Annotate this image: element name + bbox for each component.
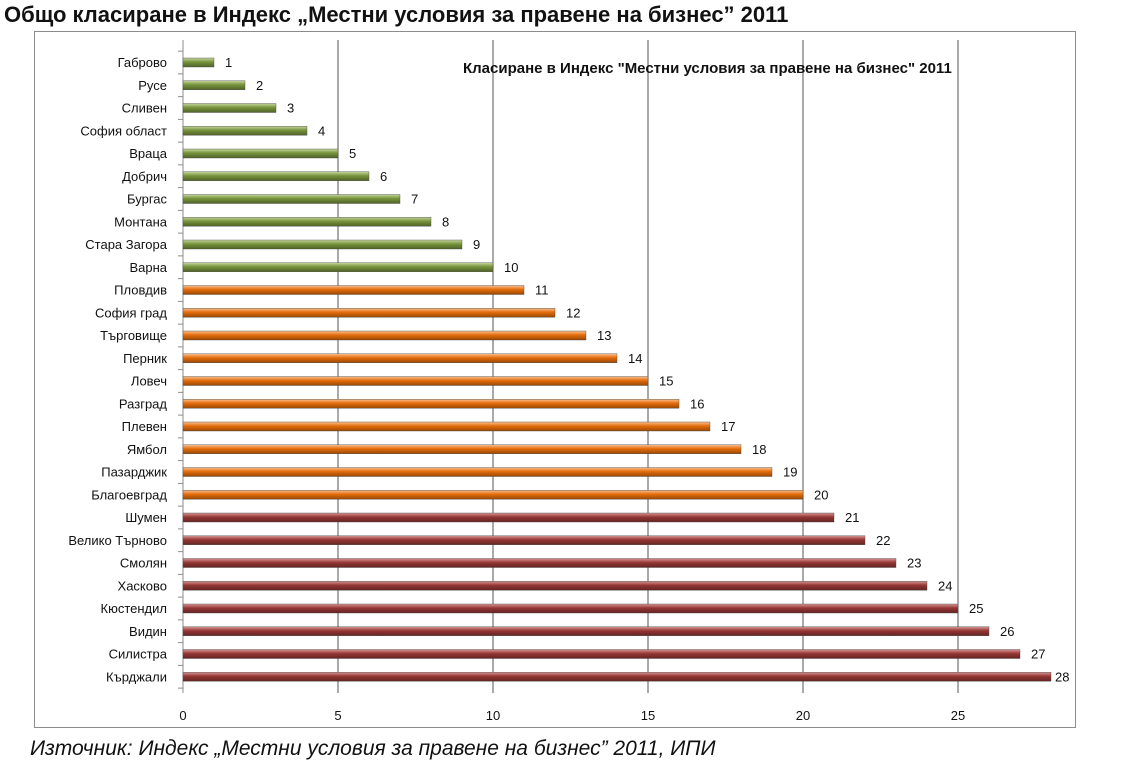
value-label: 7 <box>411 192 418 207</box>
value-label: 14 <box>628 351 642 366</box>
bar <box>182 535 866 545</box>
x-tick-label: 10 <box>486 708 500 723</box>
source-note: Източник: Индекс „Местни условия за прав… <box>30 737 716 760</box>
value-label: 19 <box>783 465 797 480</box>
bar <box>182 626 990 636</box>
bar <box>182 558 897 568</box>
bar <box>182 376 649 386</box>
value-label: 24 <box>938 578 952 593</box>
value-label: 9 <box>473 237 480 252</box>
x-tick-label: 15 <box>641 708 655 723</box>
bar <box>182 239 463 250</box>
bar <box>182 603 959 614</box>
category-label: Ловеч <box>131 374 167 389</box>
category-label: Хасково <box>118 578 167 593</box>
category-label: Силистра <box>109 647 168 662</box>
value-label: 12 <box>566 305 580 320</box>
value-label: 8 <box>442 214 449 229</box>
category-label: Добрич <box>122 169 167 184</box>
bar <box>182 399 680 409</box>
bar <box>182 444 742 454</box>
value-label: 1 <box>225 55 232 70</box>
value-label: 21 <box>845 510 859 525</box>
category-label: Разград <box>119 396 167 411</box>
category-label: София град <box>95 305 167 320</box>
bar <box>182 80 246 90</box>
bar <box>182 467 773 477</box>
page-heading: Общо класиране в Индекс „Местни условия … <box>4 2 789 27</box>
bar <box>182 330 587 341</box>
value-label: 18 <box>752 442 766 457</box>
value-label: 25 <box>969 601 983 616</box>
category-label: Кюстендил <box>101 601 167 616</box>
bar <box>182 194 401 204</box>
value-label: 28 <box>1055 669 1069 684</box>
value-label: 16 <box>690 396 704 411</box>
value-label: 4 <box>318 123 325 138</box>
category-label: Кърджали <box>106 669 167 684</box>
value-label: 6 <box>380 169 387 184</box>
value-label: 13 <box>597 328 611 343</box>
x-tick-label: 25 <box>951 708 965 723</box>
bar <box>182 581 928 591</box>
value-label: 10 <box>504 260 518 275</box>
bar <box>182 262 494 272</box>
category-label: Смолян <box>120 556 167 571</box>
value-label: 5 <box>349 146 356 161</box>
x-tick-label: 5 <box>334 708 341 723</box>
bar <box>182 672 1052 682</box>
bar <box>182 353 618 363</box>
bar <box>182 490 804 500</box>
grid-lines <box>178 40 959 693</box>
value-label: 20 <box>814 487 828 502</box>
bar <box>182 421 711 432</box>
category-label: Варна <box>129 260 167 275</box>
category-label: Видин <box>129 624 167 639</box>
category-label: Перник <box>123 351 167 366</box>
category-label: Велико Търново <box>68 533 167 548</box>
category-label: Пазарджик <box>101 465 167 480</box>
bar <box>182 103 277 113</box>
value-label: 15 <box>659 374 673 389</box>
category-label: София област <box>80 123 167 138</box>
category-label: Враца <box>129 146 168 161</box>
category-label: Пловдив <box>114 283 167 298</box>
bar <box>182 649 1021 659</box>
bar <box>182 512 835 523</box>
category-label: Монтана <box>114 214 168 229</box>
bar <box>182 217 432 227</box>
value-label: 17 <box>721 419 735 434</box>
bar <box>182 126 308 136</box>
category-label: Сливен <box>122 101 167 116</box>
category-label: Шумен <box>125 510 167 525</box>
value-label: 11 <box>535 283 549 298</box>
category-label: Ямбол <box>127 442 167 457</box>
bar <box>182 148 339 159</box>
value-label: 3 <box>287 101 294 116</box>
x-tick-label: 0 <box>179 708 186 723</box>
category-label: Търговище <box>100 328 167 343</box>
bar <box>182 171 370 181</box>
category-label: Плевен <box>122 419 167 434</box>
chart-title: Класиране в Индекс "Местни условия за пр… <box>463 60 952 77</box>
value-label: 2 <box>256 78 263 93</box>
category-label: Стара Загора <box>85 237 167 252</box>
category-label: Бургас <box>127 192 168 207</box>
bar <box>182 57 215 68</box>
category-label: Габрово <box>118 55 167 70</box>
x-tick-label: 20 <box>796 708 810 723</box>
bar <box>182 308 556 318</box>
bars <box>182 57 1052 682</box>
bar <box>182 285 525 295</box>
value-label: 26 <box>1000 624 1014 639</box>
value-label: 22 <box>876 533 890 548</box>
category-label: Русе <box>138 78 167 93</box>
value-label: 23 <box>907 556 921 571</box>
value-label: 27 <box>1031 647 1045 662</box>
labels: 0 5 10 15 20 25 Габрово 1 Русе 2 Сливен 3 София обла… <box>68 55 1069 723</box>
category-label: Благоевград <box>91 487 167 502</box>
